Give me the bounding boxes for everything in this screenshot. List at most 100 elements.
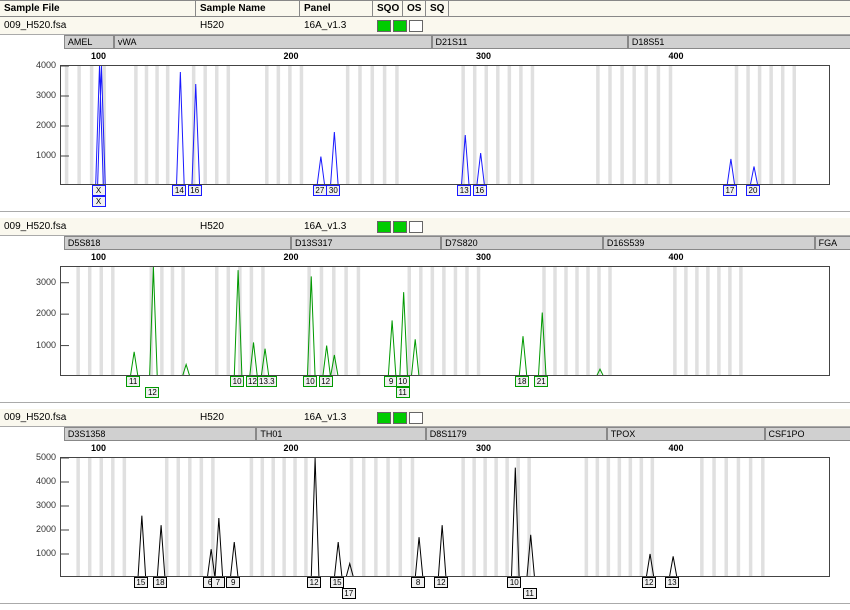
marker-label[interactable]: TPOX bbox=[607, 427, 765, 441]
quality-box[interactable] bbox=[377, 412, 391, 424]
allele-label[interactable]: 9 bbox=[226, 577, 240, 588]
xtick: 300 bbox=[476, 252, 491, 262]
sample-file: 009_H520.fsa bbox=[0, 18, 196, 33]
allele-label[interactable]: 27 bbox=[313, 185, 327, 196]
col-os[interactable]: OS bbox=[403, 1, 426, 16]
allele-row: 1112101213.31012910111821 bbox=[60, 376, 830, 402]
marker-label[interactable]: vWA bbox=[114, 35, 432, 49]
allele-label[interactable]: 15 bbox=[330, 577, 344, 588]
allele-label[interactable]: 20 bbox=[746, 185, 760, 196]
xaxis-ticks: 100200300400 bbox=[60, 51, 830, 65]
quality-box[interactable] bbox=[409, 221, 423, 233]
allele-label[interactable]: 16 bbox=[473, 185, 487, 196]
allele-label[interactable]: 17 bbox=[723, 185, 737, 196]
xaxis-ticks: 100 200 300 400 bbox=[60, 443, 830, 457]
allele-label[interactable]: 15 bbox=[134, 577, 148, 588]
allele-label[interactable]: 17 bbox=[342, 588, 356, 599]
panels-container: 009_H520.fsaH52016A_v1.3AMELvWAD21S11D18… bbox=[0, 17, 850, 604]
allele-label[interactable]: 13 bbox=[665, 577, 679, 588]
marker-label[interactable]: D8S1179 bbox=[426, 427, 607, 441]
ytick: 1000 bbox=[36, 150, 56, 160]
col-panel[interactable]: Panel bbox=[300, 1, 373, 16]
marker-label[interactable]: TH01 bbox=[256, 427, 425, 441]
allele-label[interactable]: 12 bbox=[145, 387, 159, 398]
marker-label[interactable]: AMEL bbox=[64, 35, 114, 49]
marker-label[interactable]: D5S818 bbox=[64, 236, 291, 250]
quality-box[interactable] bbox=[377, 20, 391, 32]
plot-area[interactable] bbox=[60, 65, 830, 185]
plot-area[interactable] bbox=[60, 266, 830, 376]
ytick: 4000 bbox=[36, 60, 56, 70]
allele-label[interactable]: 13.3 bbox=[257, 376, 277, 387]
allele-label[interactable]: 10 bbox=[303, 376, 317, 387]
marker-label[interactable]: D13S317 bbox=[291, 236, 441, 250]
allele-label[interactable]: 12 bbox=[642, 577, 656, 588]
marker-label[interactable]: FGA bbox=[815, 236, 850, 250]
panel-name: 16A_v1.3 bbox=[300, 410, 373, 425]
yaxis: 10002000300040005000 bbox=[0, 457, 60, 577]
allele-label[interactable]: 11 bbox=[126, 376, 140, 387]
marker-row: D3S1358TH01D8S1179TPOXCSF1POPenta D bbox=[60, 427, 830, 443]
allele-label[interactable]: 12 bbox=[434, 577, 448, 588]
allele-label[interactable]: 18 bbox=[515, 376, 529, 387]
allele-label[interactable]: 8 bbox=[411, 577, 425, 588]
xtick: 100 bbox=[91, 252, 106, 262]
ytick: 2000 bbox=[36, 308, 56, 318]
xtick: 100 bbox=[91, 51, 106, 61]
sample-name: H520 bbox=[196, 410, 300, 425]
quality-indicators bbox=[373, 221, 423, 233]
allele-label[interactable]: 16 bbox=[188, 185, 202, 196]
allele-label[interactable]: 11 bbox=[523, 588, 537, 599]
allele-label[interactable]: 21 bbox=[534, 376, 548, 387]
xtick: 400 bbox=[668, 51, 683, 61]
xtick: 400 bbox=[668, 443, 683, 453]
plot-area[interactable] bbox=[60, 457, 830, 577]
allele-label[interactable]: 10 bbox=[230, 376, 244, 387]
allele-label[interactable]: X bbox=[92, 185, 106, 196]
marker-label[interactable]: D7S820 bbox=[441, 236, 603, 250]
allele-label[interactable]: 10 bbox=[396, 376, 410, 387]
col-sq[interactable]: SQ bbox=[426, 1, 449, 16]
electropherogram-panel: 009_H520.fsaH52016A_v1.3AMELvWAD21S11D18… bbox=[0, 17, 850, 212]
col-sqo[interactable]: SQO bbox=[373, 1, 403, 16]
col-sample-name[interactable]: Sample Name bbox=[196, 1, 300, 16]
marker-label[interactable]: D3S1358 bbox=[64, 427, 257, 441]
allele-label[interactable]: 10 bbox=[507, 577, 521, 588]
allele-label[interactable]: 12 bbox=[319, 376, 333, 387]
ytick: 3000 bbox=[36, 90, 56, 100]
sample-info-row: 009_H520.fsaH52016A_v1.3 bbox=[0, 409, 850, 427]
quality-box[interactable] bbox=[393, 221, 407, 233]
marker-row: AMELvWAD21S11D18S51Penta E bbox=[60, 35, 830, 51]
marker-label[interactable]: D18S51 bbox=[628, 35, 850, 49]
quality-box[interactable] bbox=[393, 20, 407, 32]
allele-label[interactable]: 13 bbox=[457, 185, 471, 196]
quality-box[interactable] bbox=[377, 221, 391, 233]
allele-label[interactable]: 7 bbox=[211, 577, 225, 588]
quality-box[interactable] bbox=[393, 412, 407, 424]
xtick: 300 bbox=[476, 443, 491, 453]
allele-label[interactable]: X bbox=[92, 196, 106, 207]
xtick: 100 bbox=[91, 443, 106, 453]
ytick: 2000 bbox=[36, 120, 56, 130]
ytick: 5000 bbox=[36, 452, 56, 462]
col-sample-file[interactable]: Sample File bbox=[0, 1, 196, 16]
xtick: 200 bbox=[283, 443, 298, 453]
xtick: 400 bbox=[668, 252, 683, 262]
ytick: 2000 bbox=[36, 524, 56, 534]
quality-box[interactable] bbox=[409, 412, 423, 424]
allele-row: 151867912151781210111213 bbox=[60, 577, 830, 603]
sample-name: H520 bbox=[196, 219, 300, 234]
allele-label[interactable]: 18 bbox=[153, 577, 167, 588]
electropherogram-panel: 009_H520.fsaH52016A_v1.3D5S818D13S317D7S… bbox=[0, 218, 850, 403]
allele-label[interactable]: 12 bbox=[307, 577, 321, 588]
allele-label[interactable]: 30 bbox=[326, 185, 340, 196]
yaxis: 1000200030004000 bbox=[0, 65, 60, 185]
marker-label[interactable]: D21S11 bbox=[432, 35, 628, 49]
allele-label[interactable]: 11 bbox=[396, 387, 410, 398]
quality-box[interactable] bbox=[409, 20, 423, 32]
allele-label[interactable]: 14 bbox=[172, 185, 186, 196]
marker-label[interactable]: D16S539 bbox=[603, 236, 815, 250]
marker-label[interactable]: CSF1PO bbox=[765, 427, 850, 441]
panel-name: 16A_v1.3 bbox=[300, 219, 373, 234]
sample-file: 009_H520.fsa bbox=[0, 410, 196, 425]
